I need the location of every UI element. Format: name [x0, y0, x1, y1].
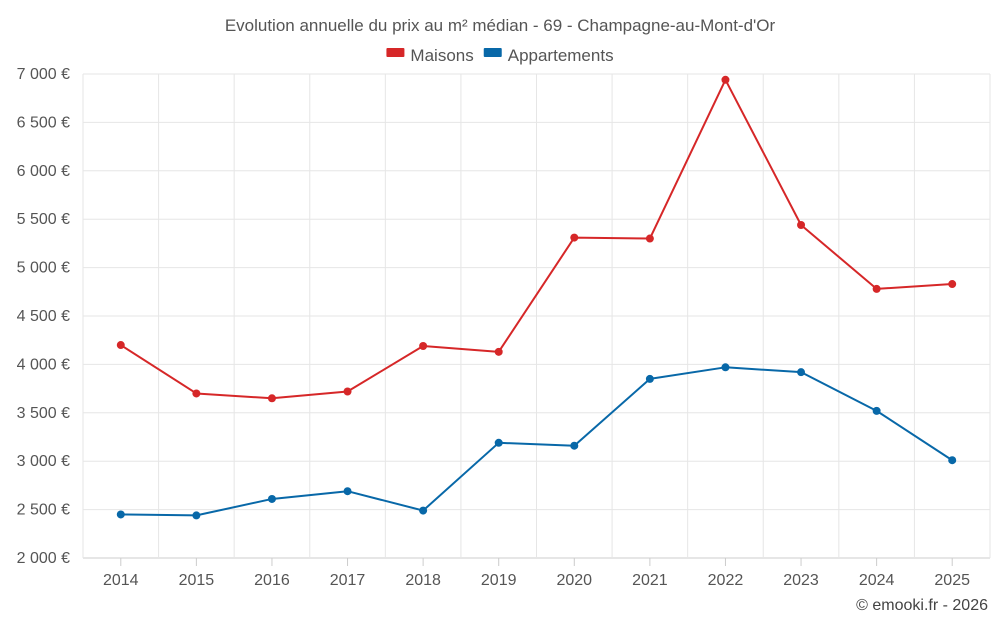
- legend: Maisons Appartements: [386, 46, 614, 65]
- x-tick-label: 2014: [103, 572, 139, 589]
- data-point-appartements[interactable]: [948, 456, 957, 465]
- series-line-maisons: [120, 78, 953, 400]
- y-tick-label: 4 500 €: [17, 308, 70, 325]
- x-tick-label: 2019: [481, 572, 517, 589]
- data-point-appartements[interactable]: [494, 438, 503, 447]
- x-tick-label: 2023: [783, 572, 819, 589]
- legend-label: Maisons: [410, 46, 473, 65]
- series-maisons: [116, 75, 957, 403]
- legend-swatch: [483, 48, 502, 57]
- series-appartements: [116, 363, 957, 520]
- y-tick-label: 3 000 €: [17, 453, 70, 470]
- data-point-appartements[interactable]: [267, 494, 276, 503]
- data-point-maisons[interactable]: [116, 341, 125, 350]
- data-point-appartements[interactable]: [645, 374, 654, 383]
- data-point-appartements[interactable]: [797, 368, 806, 377]
- y-tick-label: 6 500 €: [17, 114, 70, 131]
- series-layer: [116, 75, 957, 520]
- x-tick-label: 2024: [859, 572, 895, 589]
- y-tick-label: 6 000 €: [17, 163, 70, 180]
- x-tick-label: 2015: [179, 572, 215, 589]
- legend-swatch: [386, 48, 405, 57]
- x-tick-label: 2025: [934, 572, 970, 589]
- legend-label: Appartements: [508, 46, 614, 65]
- data-point-maisons[interactable]: [570, 233, 579, 242]
- data-point-appartements[interactable]: [192, 511, 201, 520]
- x-tick-label: 2022: [708, 572, 744, 589]
- data-point-appartements[interactable]: [116, 510, 125, 519]
- data-point-appartements[interactable]: [419, 506, 428, 515]
- x-tick-label: 2016: [254, 572, 290, 589]
- data-point-maisons[interactable]: [948, 280, 957, 289]
- chart-title: Evolution annuelle du prix au m² médian …: [225, 16, 776, 35]
- y-axis: 2 000 € 2 500 € 3 000 € 3 500 € 4 000 € 4 500…: [17, 66, 70, 567]
- legend-item-maisons[interactable]: Maisons: [386, 46, 474, 65]
- data-point-maisons[interactable]: [343, 387, 352, 396]
- data-point-maisons[interactable]: [192, 389, 201, 398]
- x-tick-label: 2018: [405, 572, 441, 589]
- data-point-maisons[interactable]: [645, 234, 654, 243]
- series-line-appartements: [120, 366, 953, 517]
- data-point-appartements[interactable]: [872, 406, 881, 415]
- y-tick-label: 5 000 €: [17, 260, 70, 277]
- x-axis: 2014 2015 2016 2017 2018 2019 2020 2021 2022 2023…: [103, 572, 970, 589]
- data-point-maisons[interactable]: [267, 394, 276, 403]
- x-tick-label: 2020: [556, 572, 592, 589]
- y-tick-label: 2 500 €: [17, 502, 70, 519]
- y-tick-label: 3 500 €: [17, 405, 70, 422]
- legend-item-appartements[interactable]: Appartements: [483, 46, 614, 65]
- y-tick-label: 2 000 €: [17, 550, 70, 567]
- data-point-maisons[interactable]: [419, 342, 428, 351]
- y-tick-label: 4 000 €: [17, 356, 70, 373]
- data-point-appartements[interactable]: [343, 487, 352, 496]
- grid: [82, 73, 991, 566]
- data-point-maisons[interactable]: [872, 284, 881, 293]
- x-tick-label: 2021: [632, 572, 668, 589]
- y-tick-label: 5 500 €: [17, 211, 70, 228]
- data-point-maisons[interactable]: [494, 347, 503, 356]
- y-tick-label: 7 000 €: [17, 66, 70, 83]
- data-point-appartements[interactable]: [721, 363, 730, 372]
- data-point-maisons[interactable]: [721, 75, 730, 84]
- data-point-appartements[interactable]: [570, 441, 579, 450]
- data-point-maisons[interactable]: [797, 221, 806, 230]
- x-tick-label: 2017: [330, 572, 366, 589]
- credit-text: © emooki.fr - 2026: [856, 597, 988, 614]
